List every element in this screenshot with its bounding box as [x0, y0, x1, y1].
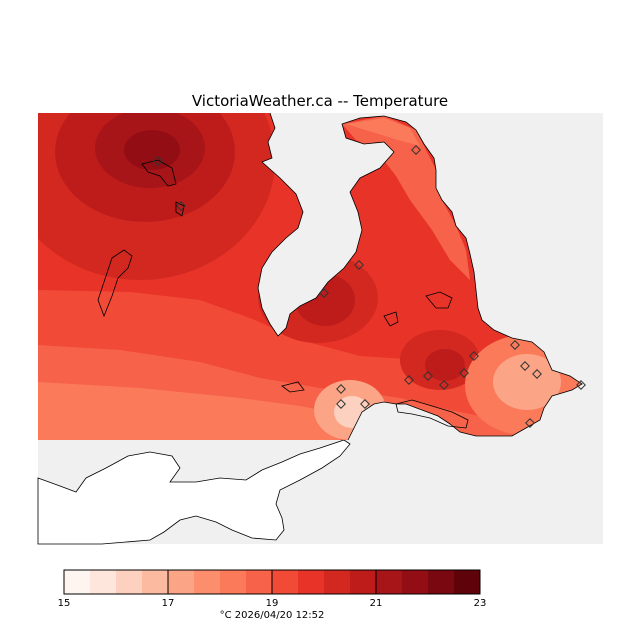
warm-zone-east-core [425, 349, 465, 381]
station-marker[interactable] [532, 369, 542, 379]
island-central-east [425, 291, 453, 309]
station-marker[interactable] [176, 201, 186, 211]
island-channel [281, 381, 305, 393]
colorbar-tick-label: 19 [266, 598, 279, 609]
station-marker[interactable] [439, 380, 449, 390]
station-marker[interactable] [411, 145, 421, 155]
station-marker[interactable] [336, 384, 346, 394]
colorbar-swatch [298, 570, 325, 594]
south-shore-land [37, 439, 351, 545]
station-marker[interactable] [319, 288, 329, 298]
temperature-field [38, 113, 582, 440]
station-marker[interactable] [423, 371, 433, 381]
footer-units-timestamp: °C 2026/04/20 12:52 [220, 610, 325, 621]
colorbar-swatch [350, 570, 377, 594]
colorbar-tick-label: 21 [370, 598, 383, 609]
colorbar-swatch [220, 570, 247, 594]
station-marker[interactable] [459, 368, 469, 378]
station-markers [153, 145, 586, 428]
cool-zone-ne-tip [346, 118, 420, 146]
station-marker[interactable] [354, 260, 364, 270]
colorbar-ticks: 15 17 19 21 23 [58, 570, 487, 609]
colorbar [64, 570, 481, 594]
colorbar-tick-label: 23 [474, 598, 487, 609]
island-nw [141, 159, 177, 187]
map-title: VictoriaWeather.ca -- Temperature [192, 92, 448, 110]
colorbar-swatch [194, 570, 221, 594]
colorbar-swatch [402, 570, 429, 594]
colorbar-swatch [272, 570, 299, 594]
station-marker[interactable] [404, 375, 414, 385]
island-central-small [383, 311, 399, 327]
station-marker[interactable] [336, 399, 346, 409]
island-south-peninsula [395, 399, 469, 429]
colorbar-tick-label: 15 [58, 598, 71, 609]
station-marker[interactable] [153, 156, 163, 166]
station-marker[interactable] [510, 340, 520, 350]
colorbar-swatch [64, 570, 91, 594]
colorbar-tick-label: 17 [162, 598, 175, 609]
colorbar-swatch [246, 570, 273, 594]
station-marker[interactable] [576, 380, 586, 390]
station-marker[interactable] [525, 418, 535, 428]
island-small-nw [175, 201, 185, 217]
cool-zone-east-inner [493, 354, 561, 410]
colorbar-swatch [454, 570, 481, 594]
colorbar-swatch [376, 570, 403, 594]
colorbar-swatch [168, 570, 195, 594]
colorbar-swatch [142, 570, 169, 594]
cool-zone-ne-peninsula [342, 116, 470, 280]
colorbar-swatch [324, 570, 351, 594]
colorbar-swatch [116, 570, 143, 594]
warm-zone-nw-core [124, 130, 180, 170]
cool-band-south-3 [38, 382, 346, 440]
colorbar-swatch [90, 570, 117, 594]
islands [97, 159, 469, 429]
station-marker[interactable] [520, 361, 530, 371]
island-west [97, 249, 133, 318]
station-marker[interactable] [469, 351, 479, 361]
station-marker[interactable] [360, 399, 370, 409]
colorbar-swatch [428, 570, 455, 594]
land-coastline [257, 112, 583, 441]
